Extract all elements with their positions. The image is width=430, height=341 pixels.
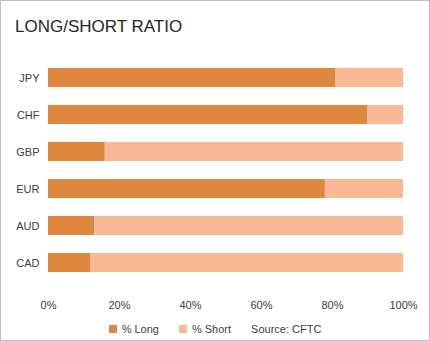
- html-text:LONG/SHORT RATIO: LONG/SHORT RATIO: [15, 17, 183, 36]
- svg-text:EUR: EUR: [16, 183, 39, 195]
- svg-text:100%: 100%: [389, 299, 417, 311]
- svg-text:40%: 40%: [179, 299, 201, 311]
- html-text:Source: CFTC: Source: CFTC: [251, 323, 322, 335]
- svg-text:20%: 20%: [108, 299, 130, 311]
- svg-text:JPY: JPY: [19, 72, 40, 84]
- svg-text:AUD: AUD: [16, 220, 39, 232]
- html-text:% Long: % Long: [121, 323, 159, 335]
- svg-text:60%: 60%: [250, 299, 272, 311]
- svg-text:GBP: GBP: [16, 146, 39, 158]
- svg-text:CAD: CAD: [16, 257, 39, 269]
- html-text:% Short: % Short: [191, 323, 232, 335]
- svg-text:0%: 0%: [41, 299, 57, 311]
- svg-text:80%: 80%: [321, 299, 343, 311]
- svg-text:CHF: CHF: [17, 109, 40, 121]
